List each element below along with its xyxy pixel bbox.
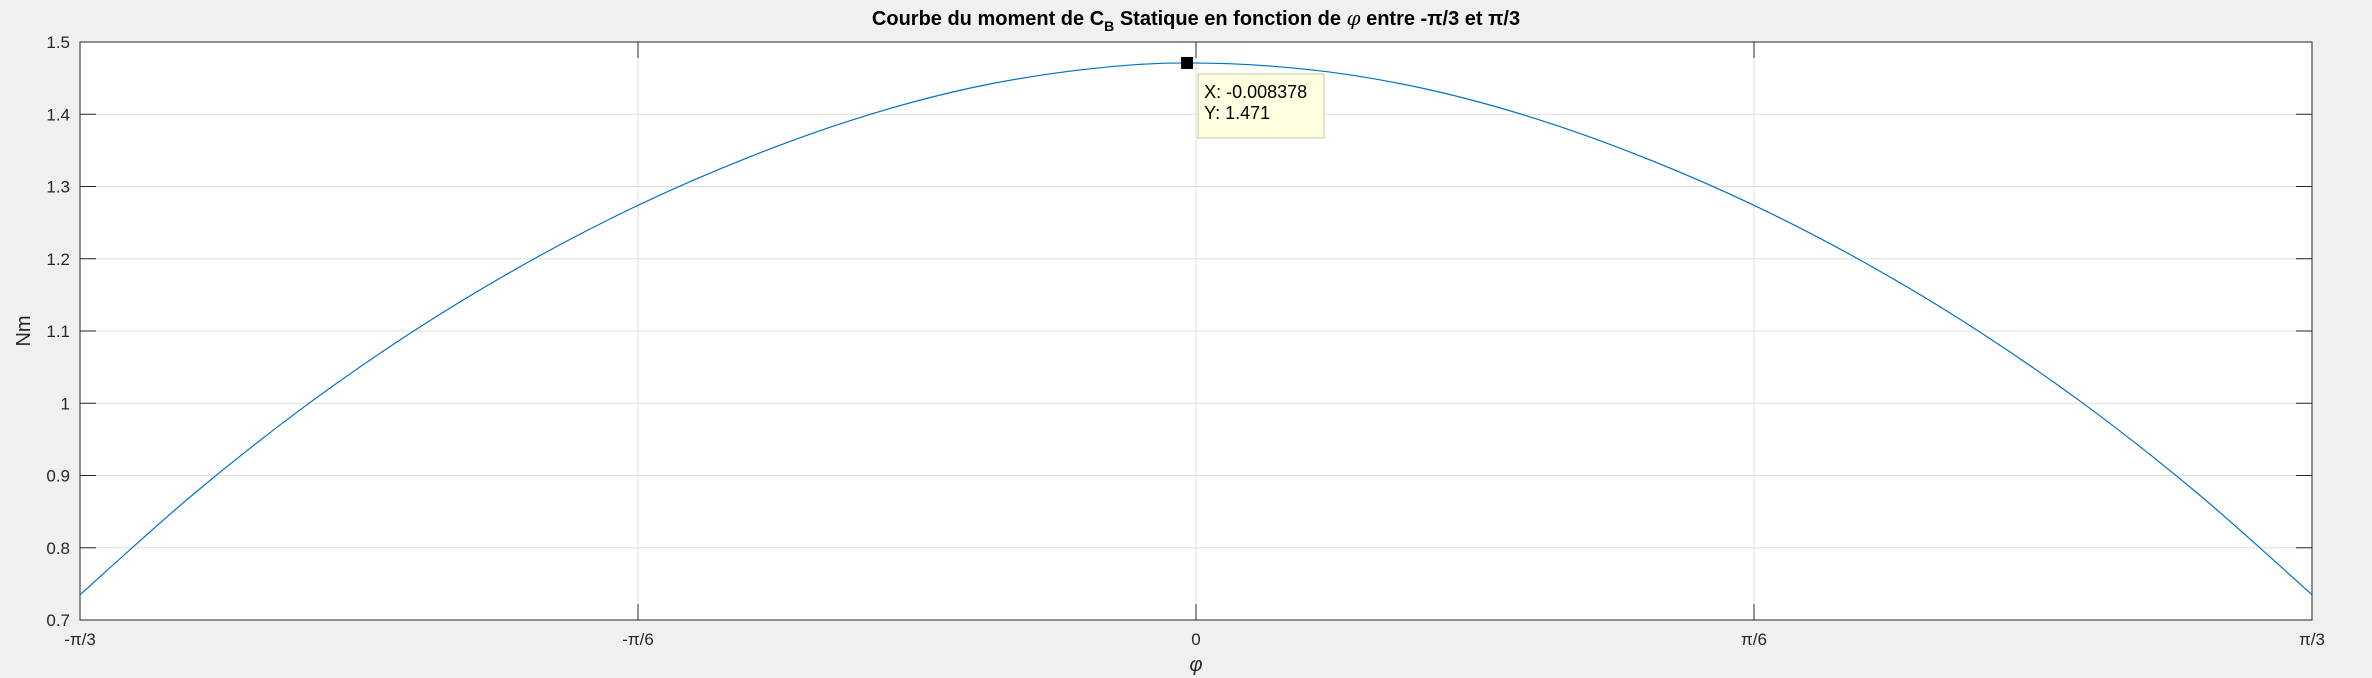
- x-tick-label: π/6: [1741, 630, 1767, 649]
- data-tip-marker[interactable]: [1181, 56, 1194, 69]
- x-tick-label: π/3: [2299, 630, 2325, 649]
- y-tick-label: 1.3: [46, 178, 70, 197]
- x-tick-label: 0: [1191, 630, 1200, 649]
- y-tick-label: 0.8: [46, 539, 70, 558]
- y-tick-label: 1.4: [46, 105, 70, 124]
- axes-box: [79, 41, 2313, 621]
- y-tick-label: 1.2: [46, 250, 70, 269]
- data-tip-y-text: Y: 1.471: [1204, 103, 1270, 123]
- data-tip[interactable]: X: -0.008378 Y: 1.471: [1181, 56, 1325, 139]
- data-tip-box: [1197, 73, 1325, 139]
- y-tick-label: 1.1: [46, 322, 70, 341]
- x-tick-label: -π/3: [64, 630, 96, 649]
- y-tick-label: 1: [61, 394, 70, 413]
- x-tick-label: -π/6: [622, 630, 654, 649]
- x-tick-labels: -π/3 -π/6 0 π/6 π/3: [64, 630, 2325, 649]
- chart-title: Courbe du moment de CB Statique en fonct…: [872, 6, 1520, 34]
- y-tick-label: 0.9: [46, 467, 70, 486]
- y-tick-labels: 0.7 0.8 0.9 1 1.1 1.2 1.3 1.4 1.5: [46, 33, 70, 630]
- title-subscript: B: [1104, 18, 1114, 34]
- y-axis-label: Nm: [13, 315, 35, 346]
- data-tip-x-text: X: -0.008378: [1204, 82, 1307, 102]
- x-axis-label: φ: [1189, 654, 1202, 676]
- y-tick-label: 0.7: [46, 611, 70, 630]
- y-tick-label: 1.5: [46, 33, 70, 52]
